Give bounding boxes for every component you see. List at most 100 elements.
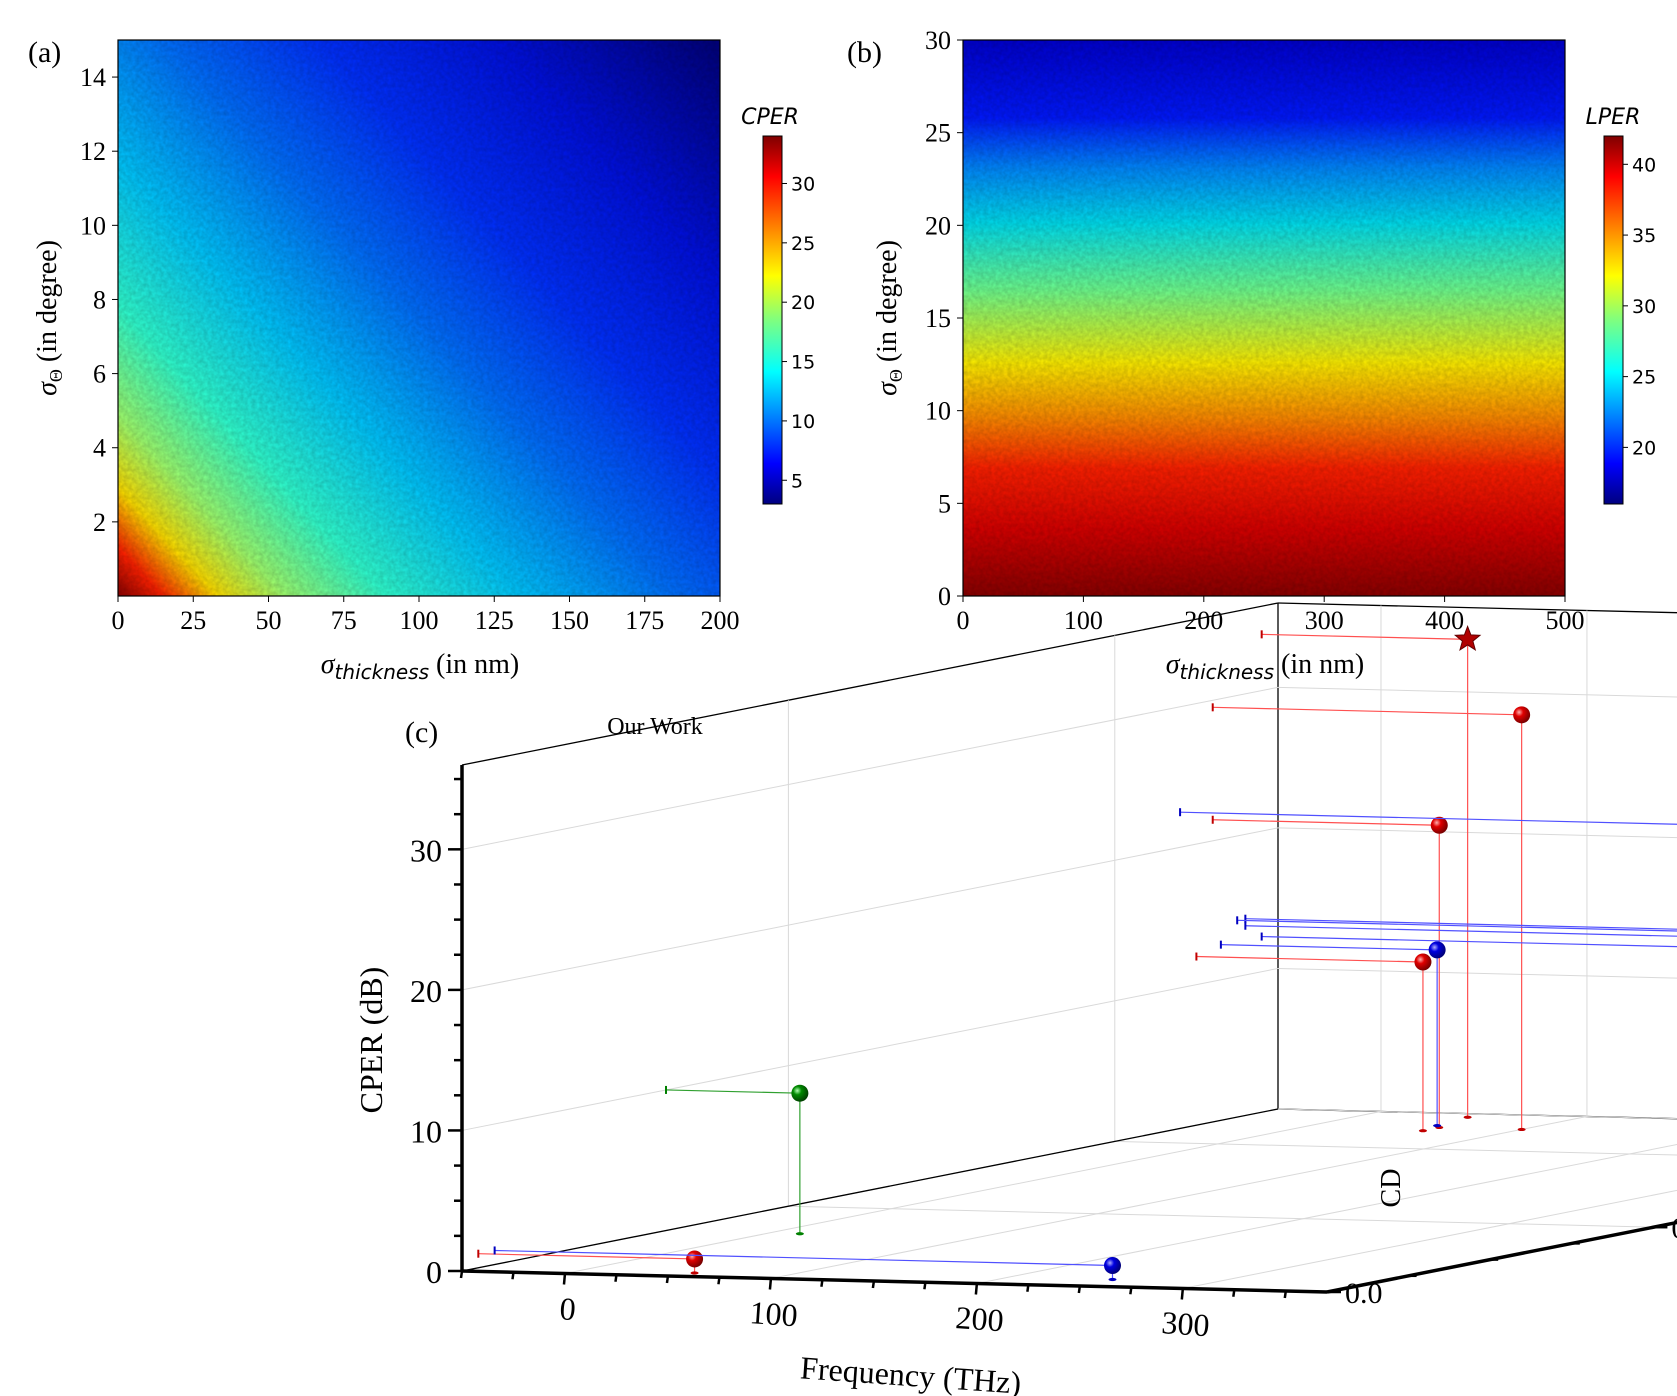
freq-tick-mark: [871, 1280, 876, 1289]
y-tick-label: 10: [80, 211, 106, 240]
y-tick-label: 2: [93, 508, 106, 537]
y-tick-label: 25: [925, 119, 951, 148]
projection-line: [1261, 633, 1468, 640]
label-symbol: σ: [32, 381, 63, 396]
left-grid-z: [461, 686, 1279, 850]
cd-tick-label: 0.0: [1345, 1277, 1383, 1310]
label-subscript: thickness: [1180, 660, 1274, 684]
c-z-axis-label: CPER (dB): [353, 967, 389, 1114]
freq-tick-label: 0: [559, 1290, 577, 1327]
c-points: [477, 624, 1677, 1282]
x-tick-label: 150: [550, 606, 589, 635]
x-tick-label: 300: [1305, 606, 1344, 635]
c-grid-panes: [461, 602, 1677, 1289]
sphere-marker: [686, 1250, 704, 1268]
freq-tick-mark: [1232, 1289, 1236, 1297]
floor-grid-cd: [1114, 1140, 1677, 1156]
back-grid-z: [1277, 827, 1677, 839]
cd-axis: [1326, 1220, 1677, 1294]
label-symbol: σ: [1166, 649, 1181, 680]
projection-line: [1261, 935, 1677, 948]
label-subscript: thickness: [335, 660, 429, 684]
c-y-axis-label: CD: [1376, 1169, 1407, 1208]
colorbar-tick-label: 35: [1632, 225, 1656, 247]
projection-line: [1220, 944, 1438, 951]
x-tick-label: 0: [957, 606, 970, 635]
left-grid-z: [461, 827, 1279, 991]
drop-line-foot: [1418, 1129, 1427, 1133]
sphere-marker: [1430, 816, 1448, 834]
cper-tick-label: 0: [426, 1254, 442, 1290]
x-tick-label: 50: [256, 606, 282, 635]
a-colorbar-ticks: 5 10 15 20 25 30: [782, 173, 815, 492]
label-symbol: σ: [872, 381, 903, 396]
label-subscript: Θ: [46, 369, 66, 382]
label-symbol: σ: [321, 649, 336, 680]
colorbar-tick-label: 25: [1632, 367, 1656, 389]
freq-tick-label: 300: [1160, 1304, 1210, 1343]
freq-tick-mark: [1077, 1285, 1082, 1294]
floor-grid-f: [976, 1143, 1677, 1284]
a-y-axis-label: σΘ (in degree): [32, 240, 66, 396]
y-tick-label: 4: [93, 434, 106, 463]
floor-grid-f: [770, 1116, 1588, 1279]
drop-line-foot: [1463, 1115, 1472, 1119]
colorbar-tick-label: 20: [791, 292, 815, 314]
x-tick-label: 400: [1425, 606, 1464, 635]
colorbar-tick-label: 5: [791, 470, 803, 492]
b-y-axis-label: σΘ (in degree): [872, 240, 906, 396]
projection-line: [1180, 811, 1677, 825]
x-tick-label: 200: [701, 606, 740, 635]
our-work-star-marker: [1453, 624, 1482, 652]
cper-tick-label: 20: [410, 973, 442, 1009]
cd-tick-label: 0.4: [1671, 1212, 1677, 1245]
y-tick-label: 10: [925, 397, 951, 426]
a-colorbar: [762, 135, 783, 505]
panel-a-label: (a): [28, 36, 61, 69]
floor-grid-cd: [788, 1205, 1654, 1228]
colorbar-tick-label: 15: [791, 352, 815, 374]
freq-tick-mark: [768, 1278, 773, 1290]
freq-tick-mark: [717, 1277, 721, 1285]
drop-line-foot: [690, 1271, 699, 1275]
x-tick-label: 125: [475, 606, 514, 635]
projection-line: [1245, 918, 1677, 930]
drop-line-foot: [1517, 1127, 1526, 1132]
projection-line: [1212, 819, 1440, 826]
back-grid-z: [1277, 686, 1677, 698]
sphere-marker: [1103, 1256, 1121, 1274]
a-x-axis-label: σthickness (in nm): [321, 649, 520, 684]
freq-tick-mark: [1129, 1287, 1133, 1295]
colorbar-tick-label: 10: [791, 411, 815, 433]
projection-line: [1196, 955, 1423, 963]
floor-grid-f: [564, 1111, 1382, 1274]
freq-tick-mark: [974, 1283, 979, 1295]
freq-tick-mark: [1283, 1290, 1288, 1299]
y-tick-label: 15: [925, 304, 951, 333]
y-tick-label: 30: [925, 26, 951, 55]
colorbar-tick-label: 40: [1632, 154, 1656, 176]
projection-line: [478, 1253, 695, 1260]
back-pane-edge: [1277, 1108, 1677, 1120]
freq-tick-label: 200: [954, 1299, 1004, 1338]
sphere-marker: [1513, 706, 1531, 724]
heatmap-noise: [963, 40, 1565, 596]
freq-tick-label: 100: [748, 1294, 798, 1333]
frequency-axis: [461, 1269, 1328, 1294]
b-colorbar: [1603, 135, 1624, 505]
b-y-ticks: 0 5 10 15 20 25 30: [925, 26, 963, 611]
y-tick-label: 0: [938, 582, 951, 611]
a-x-ticks: 0 25 50 75 100 125 150 175 200: [112, 596, 740, 635]
y-tick-label: 8: [93, 285, 106, 314]
heatmap-noise: [118, 40, 720, 596]
colorbar-tick-label: 30: [1632, 296, 1656, 318]
cper-tick-label: 30: [410, 832, 442, 868]
projection-line: [1245, 925, 1677, 937]
x-tick-label: 25: [180, 606, 206, 635]
freq-tick-mark: [511, 1272, 515, 1280]
freq-tick-mark: [1180, 1288, 1185, 1300]
left-grid-z: [461, 967, 1279, 1131]
